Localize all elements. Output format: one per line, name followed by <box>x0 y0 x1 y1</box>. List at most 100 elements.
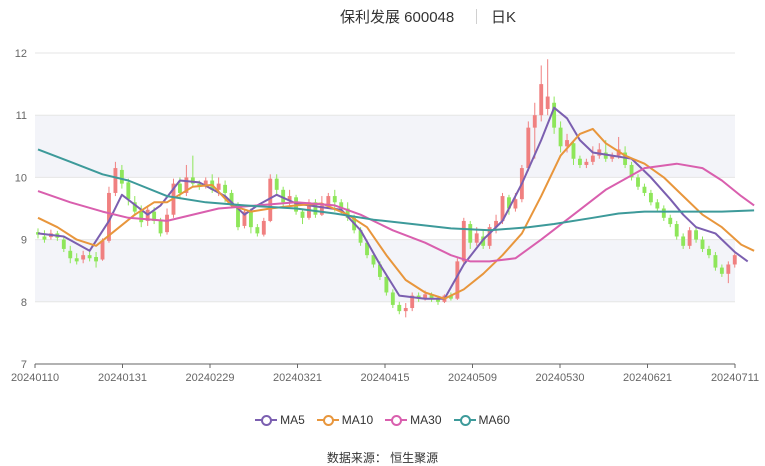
candle-body <box>326 196 331 206</box>
candle <box>578 155 582 169</box>
candle-body <box>629 164 634 178</box>
candle-body <box>100 240 105 260</box>
candle <box>636 174 640 190</box>
candlestick-chart: 7 8 9 10 11 12 20240110 20240131 20240229 2024032… <box>11 48 759 384</box>
candle-body <box>623 152 628 165</box>
candle-body <box>448 295 453 299</box>
candle-body <box>410 295 415 309</box>
candle-body <box>584 161 589 165</box>
candle-body <box>707 248 711 256</box>
candle <box>300 208 305 225</box>
candle <box>732 253 737 268</box>
candle-body <box>648 192 653 203</box>
candle-body <box>190 177 195 184</box>
candle-body <box>242 211 247 226</box>
candle-body <box>119 169 124 184</box>
period-label: 日K <box>491 9 517 26</box>
x-tick-label: 20240509 <box>448 372 497 384</box>
x-tick-label: 20240530 <box>536 372 585 384</box>
candle-body <box>719 267 724 274</box>
candle <box>261 217 266 237</box>
legend-item-ma10[interactable]: MA10 <box>316 412 374 427</box>
candle-body <box>300 211 305 218</box>
candle-body <box>494 220 498 228</box>
legend-item-ma30[interactable]: MA30 <box>385 412 442 427</box>
candle-body <box>513 199 518 209</box>
candle <box>461 217 466 265</box>
candle <box>610 152 615 162</box>
candle <box>403 303 408 318</box>
candle <box>255 224 260 237</box>
candle-body <box>371 255 376 265</box>
legend-label: MA10 <box>341 412 374 427</box>
candle-body <box>700 239 705 249</box>
y-tick-label: 12 <box>15 48 27 60</box>
candle-body <box>461 220 466 262</box>
candle <box>694 227 698 243</box>
candle <box>629 161 634 181</box>
candle <box>119 164 124 189</box>
data-source: 数据来源： 恒生聚源 <box>0 449 765 466</box>
candle <box>532 102 537 159</box>
candle-body <box>281 189 286 203</box>
candle-body <box>558 127 563 147</box>
candle <box>707 245 711 259</box>
candle <box>642 183 647 197</box>
y-tick-label: 8 <box>21 297 27 309</box>
candle-body <box>468 224 473 243</box>
candle-body <box>287 196 292 202</box>
candle <box>42 230 47 243</box>
candle-body <box>139 211 144 223</box>
candle-body <box>668 217 673 225</box>
candle-body <box>68 250 73 259</box>
candle <box>384 273 389 296</box>
legend-label: MA60 <box>478 412 510 427</box>
candle <box>313 199 318 218</box>
legend-label: MA30 <box>410 412 442 427</box>
candle <box>661 205 666 221</box>
candle <box>726 261 731 284</box>
candle-body <box>390 292 395 305</box>
candle-body <box>713 255 718 268</box>
candle <box>61 236 66 253</box>
candle-body <box>319 205 324 215</box>
candle-body <box>313 202 318 215</box>
candle-body <box>61 239 66 249</box>
legend-swatch-icon <box>255 414 278 426</box>
candle <box>487 224 492 249</box>
candle-body <box>474 233 479 243</box>
candle-body <box>248 211 253 228</box>
candle-body <box>681 236 686 246</box>
candle-body <box>358 230 363 243</box>
candle <box>74 253 79 265</box>
candle <box>132 196 137 216</box>
candle <box>274 174 279 197</box>
axes: 7 8 9 10 11 12 20240110 20240131 20240229 2024032… <box>11 48 759 384</box>
candle-body <box>571 143 576 159</box>
candle <box>648 189 653 206</box>
candle <box>94 252 98 268</box>
candle <box>713 252 718 271</box>
candle-body <box>223 184 228 193</box>
candle <box>571 140 576 165</box>
x-tick-label: 20240621 <box>623 372 672 384</box>
candle <box>242 208 247 229</box>
candle <box>590 146 595 165</box>
candle <box>719 264 724 277</box>
legend-item-ma5[interactable]: MA5 <box>255 412 305 427</box>
candle-body <box>487 227 492 246</box>
candle <box>668 214 673 228</box>
legend-item-ma60[interactable]: MA60 <box>453 412 510 427</box>
candle-body <box>423 294 428 299</box>
candle <box>687 227 692 249</box>
candle-body <box>597 149 602 156</box>
candle <box>526 121 531 172</box>
candle-body <box>507 197 511 209</box>
candle-body <box>590 155 595 162</box>
candle-body <box>113 168 118 193</box>
candle <box>248 208 253 234</box>
candle-body <box>261 220 266 235</box>
chart-title: 保利发展 600048 <box>340 9 455 26</box>
candle-body <box>610 155 615 159</box>
legend-swatch-icon <box>316 414 339 426</box>
